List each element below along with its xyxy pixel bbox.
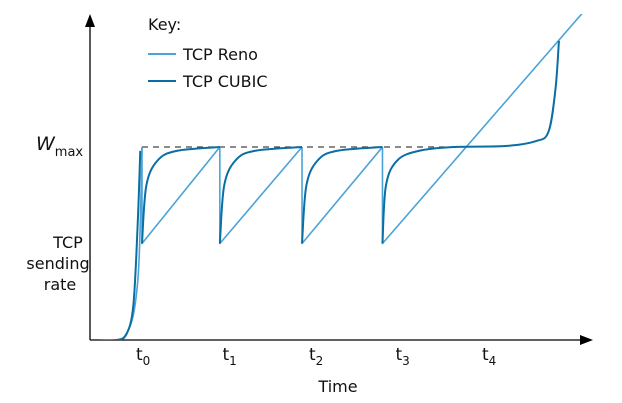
- legend-label-cubic: TCP CUBIC: [182, 72, 268, 91]
- y-axis-label: TCP sending rate: [26, 233, 89, 294]
- x-axis-label: Time: [317, 377, 357, 396]
- x-tick-label-t0: t0: [136, 345, 150, 368]
- tcp-reno-segment-3: [301, 146, 384, 245]
- x-ticks: t0 t1 t2 t3 t4: [136, 345, 496, 368]
- x-tick-label-t2: t2: [309, 345, 323, 368]
- legend-label-reno: TCP Reno: [182, 45, 258, 64]
- y-label-line: TCP: [52, 233, 83, 252]
- tcp-cubic-segment-1: [141, 146, 220, 244]
- y-label-line: rate: [44, 275, 77, 294]
- x-axis-arrow: [580, 335, 593, 345]
- tcp-cubic-segment-2: [218, 146, 303, 244]
- tcp-reno-segment-2: [219, 146, 303, 245]
- x-tick-label-t4: t4: [482, 345, 496, 368]
- tcp-cubic-segment-0: [94, 150, 142, 340]
- legend-title: Key:: [148, 15, 181, 34]
- tcp-reno-segment-0: [94, 146, 143, 340]
- y-label-line: sending: [26, 254, 89, 273]
- series-layer: [94, 14, 583, 340]
- y-axis-arrow: [85, 14, 95, 27]
- tcp-cubic-segment-4: [381, 40, 560, 244]
- axes: [85, 14, 593, 345]
- tcp-reno-segment-1: [141, 146, 221, 245]
- wmax-label: Wmax: [36, 133, 83, 160]
- legend: Key: TCP Reno TCP CUBIC: [148, 15, 268, 91]
- tcp-reno-segment-4: [381, 14, 583, 245]
- x-tick-label-t3: t3: [396, 345, 410, 368]
- tcp-cubic-segment-3: [301, 146, 383, 244]
- x-tick-label-t1: t1: [223, 345, 237, 368]
